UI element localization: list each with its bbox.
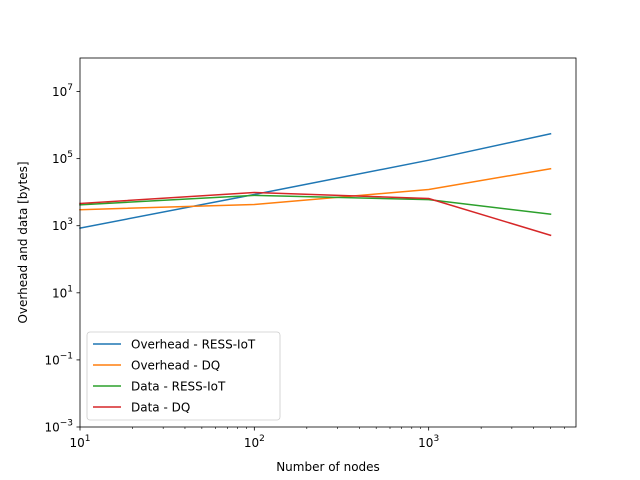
series-line-4 xyxy=(79,191,552,237)
plot-frame xyxy=(79,57,577,428)
legend-label: Data - DQ xyxy=(131,401,190,415)
x-axis-ticks: 101 102 103 xyxy=(69,427,439,450)
y-axis-ticks: 10−3 10−1 101 103 105 107 xyxy=(44,83,80,435)
legend-label: Overhead - DQ xyxy=(131,359,220,373)
legend-label: Overhead - RESS-IoT xyxy=(131,338,256,352)
legend-box xyxy=(86,331,281,421)
series-lines xyxy=(79,132,552,237)
y-axis-label: Overhead and data [bytes] xyxy=(16,161,30,323)
series-line-1 xyxy=(79,132,552,229)
y-tick-label: 107 xyxy=(52,83,73,99)
y-tick-label: 101 xyxy=(52,284,73,300)
x-tick-label: 101 xyxy=(69,434,90,450)
x-tick-label: 102 xyxy=(244,434,265,450)
y-tick-label: 10−3 xyxy=(44,419,73,435)
legend-label: Data - RESS-IoT xyxy=(131,380,226,394)
y-tick-label: 103 xyxy=(52,217,73,233)
y-tick-label: 10−1 xyxy=(44,351,73,367)
x-axis-label: Number of nodes xyxy=(276,460,380,474)
y-tick-label: 105 xyxy=(52,150,73,166)
series-line-3 xyxy=(79,194,552,216)
legend: Overhead - RESS-IoT Overhead - DQ Data - R… xyxy=(86,331,281,421)
x-tick-label: 103 xyxy=(418,434,439,450)
